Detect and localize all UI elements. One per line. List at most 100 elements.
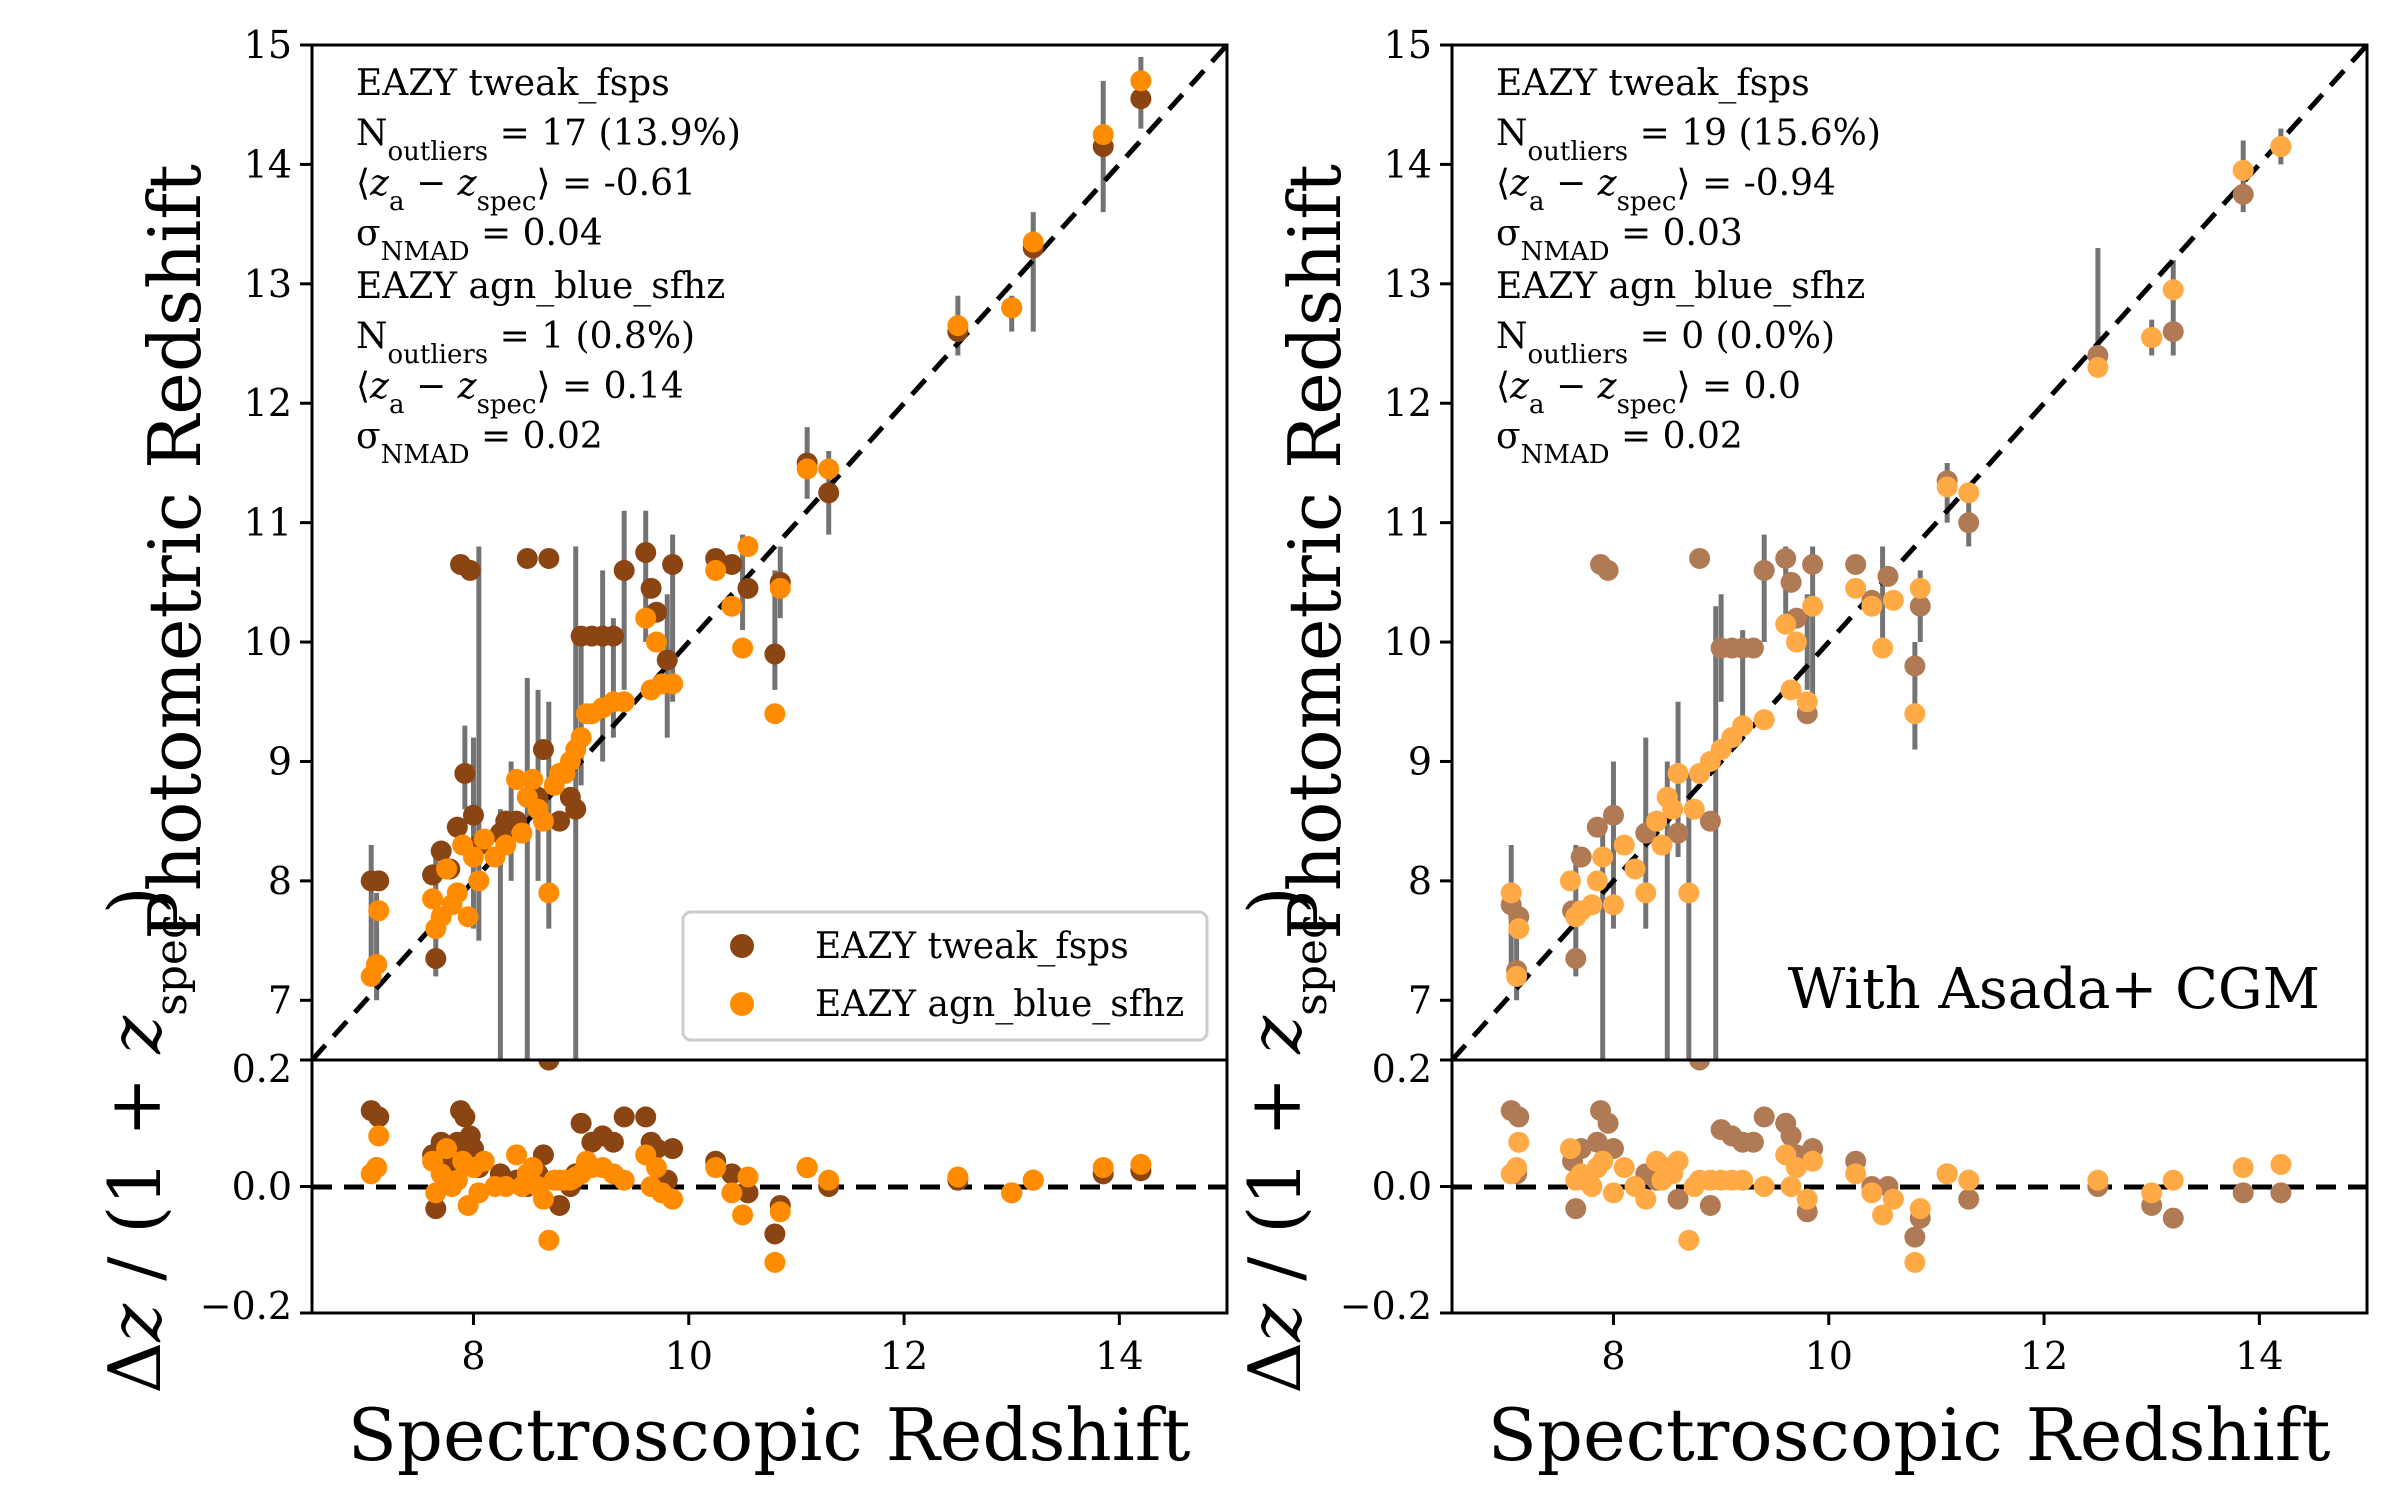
right-y-tick-label: 15 (1384, 23, 1432, 67)
right-point-agn (1646, 810, 1668, 832)
left-resid-point-tweak (662, 1138, 684, 1160)
right-y-tick-label: 12 (1384, 381, 1432, 425)
right-point-tweak (1699, 810, 1721, 832)
left-point-agn (769, 577, 791, 599)
right-resid-tweak (1500, 1060, 2292, 1248)
left-resid-point-agn (662, 1188, 684, 1210)
left-point-agn (721, 595, 743, 617)
right-resid-point-agn (1592, 1150, 1614, 1172)
left-point-tweak (613, 559, 635, 581)
left-point-agn (457, 906, 479, 928)
right-point-tweak (1802, 553, 1824, 575)
left-point-tweak (459, 559, 481, 581)
left-point-agn (764, 703, 786, 725)
right-point-agn (1500, 882, 1522, 904)
left-point-agn (511, 822, 533, 844)
left-resid-y-tick-label: 0.0 (232, 1165, 292, 1209)
left-point-agn (947, 315, 969, 337)
right-ann-title-agn: EAZY agn_blue_sfhz (1496, 266, 1865, 307)
left-resid-y-tick-label: −0.2 (200, 1284, 292, 1328)
left-point-tweak (1130, 88, 1152, 110)
left-x-tick-label: 8 (461, 1334, 485, 1378)
right-resid-point-agn (1559, 1138, 1581, 1160)
right-resid-point-agn (1581, 1176, 1603, 1197)
right-resid-point-agn (1909, 1198, 1931, 1220)
right-y-tick-label: 9 (1408, 739, 1432, 783)
right-resid-point-agn (1958, 1169, 1980, 1191)
left-resid-point-tweak (425, 1198, 447, 1220)
right-resid-point-tweak (1699, 1194, 1721, 1216)
left-point-agn (818, 458, 840, 480)
left-y-tick-label: 8 (268, 859, 292, 903)
left-point-agn (737, 536, 759, 558)
left-y-tick-label: 14 (244, 142, 292, 186)
right-point-agn (1624, 858, 1646, 880)
left-x-axis-title: Spectroscopic Redshift (348, 1393, 1191, 1477)
legend-marker-agn (730, 992, 754, 1016)
left-resid-y-tick-label: 0.2 (232, 1047, 292, 1091)
right-resid-point-agn (1613, 1157, 1635, 1179)
right-resid-point-tweak (2232, 1182, 2254, 1204)
left-y-tick-label: 7 (268, 978, 292, 1022)
right-resid-point-agn (2087, 1169, 2109, 1191)
right-resid-point-agn (2270, 1153, 2292, 1175)
left-point-agn (1130, 70, 1152, 92)
right-point-agn (1802, 595, 1824, 617)
right-point-tweak (1689, 547, 1711, 569)
right-y-tick-label: 14 (1384, 142, 1432, 186)
right-resid-point-tweak (1742, 1131, 1764, 1153)
left-y-tick-label: 13 (244, 262, 292, 306)
right-y-tick-label: 8 (1408, 859, 1432, 903)
right-resid-y-ticks: 0.2 0.0 −0.2 (1340, 1047, 1452, 1328)
left-point-tweak (368, 870, 390, 892)
right-resid-point-tweak (1904, 1226, 1926, 1248)
left-point-tweak (656, 649, 678, 671)
left-resid-point-agn (468, 1182, 490, 1204)
right-point-tweak (1904, 655, 1926, 677)
right-resid-point-agn (1508, 1131, 1530, 1153)
right-point-agn (2232, 159, 2254, 181)
left-point-agn (1022, 231, 1044, 253)
left-point-agn (368, 900, 390, 922)
legend-marker-tweak (730, 934, 754, 958)
right-y-axis-title: Photometric Redshift (1273, 164, 1357, 940)
left-point-tweak (425, 948, 447, 969)
right-point-agn (1613, 834, 1635, 856)
left-point-tweak (516, 547, 538, 569)
right-point-agn (2087, 356, 2109, 378)
right-point-tweak (1845, 553, 1867, 575)
left-resid-point-agn (737, 1166, 759, 1188)
right-x-tick-label: 12 (2020, 1334, 2068, 1378)
left-point-tweak (454, 762, 476, 784)
right-point-agn (1635, 882, 1657, 904)
right-resid-point-agn (1780, 1176, 1802, 1197)
left-ann-outliers-agn: Noutliers = 1 (0.8%) (356, 316, 695, 370)
left-resid-point-agn (732, 1204, 754, 1226)
left-ann-nmad-agn: σNMAD = 0.02 (356, 416, 603, 470)
panel-left: 7 8 9 10 11 12 13 14 15 0.2 0.0 −0.2 8 10 12 14 Spect… (93, 23, 1229, 1477)
right-point-agn (1904, 703, 1926, 725)
left-resid-point-agn (645, 1157, 667, 1179)
right-point-tweak (1877, 565, 1899, 587)
right-point-agn (1845, 577, 1867, 599)
right-resid-point-agn (1936, 1163, 1958, 1185)
left-resid-point-agn (425, 1182, 447, 1204)
right-resid-y-tick-label: −0.2 (1340, 1284, 1432, 1328)
left-resid-point-agn (769, 1201, 791, 1223)
left-point-agn (538, 882, 560, 904)
left-point-agn (613, 691, 635, 713)
left-point-agn (732, 637, 754, 659)
left-ann-title-tweak: EAZY tweak_fsps (356, 63, 670, 104)
legend-frame (681, 910, 1209, 1042)
left-point-agn (570, 727, 592, 749)
left-point-tweak (662, 553, 684, 575)
left-resid-point-agn (495, 1176, 517, 1197)
left-point-agn (446, 882, 468, 904)
left-resid-point-agn (366, 1157, 388, 1179)
right-x-tick-label: 10 (1805, 1334, 1853, 1378)
left-point-agn (462, 846, 484, 868)
panel-right: 7 8 9 10 11 12 13 14 15 0.2 0.0 −0.2 8 10 12 14 Spect… (1233, 23, 2369, 1477)
right-point-agn (1909, 577, 1931, 599)
right-ann-nmad-tweak: σNMAD = 0.03 (1496, 213, 1743, 267)
right-point-agn (1785, 631, 1807, 653)
